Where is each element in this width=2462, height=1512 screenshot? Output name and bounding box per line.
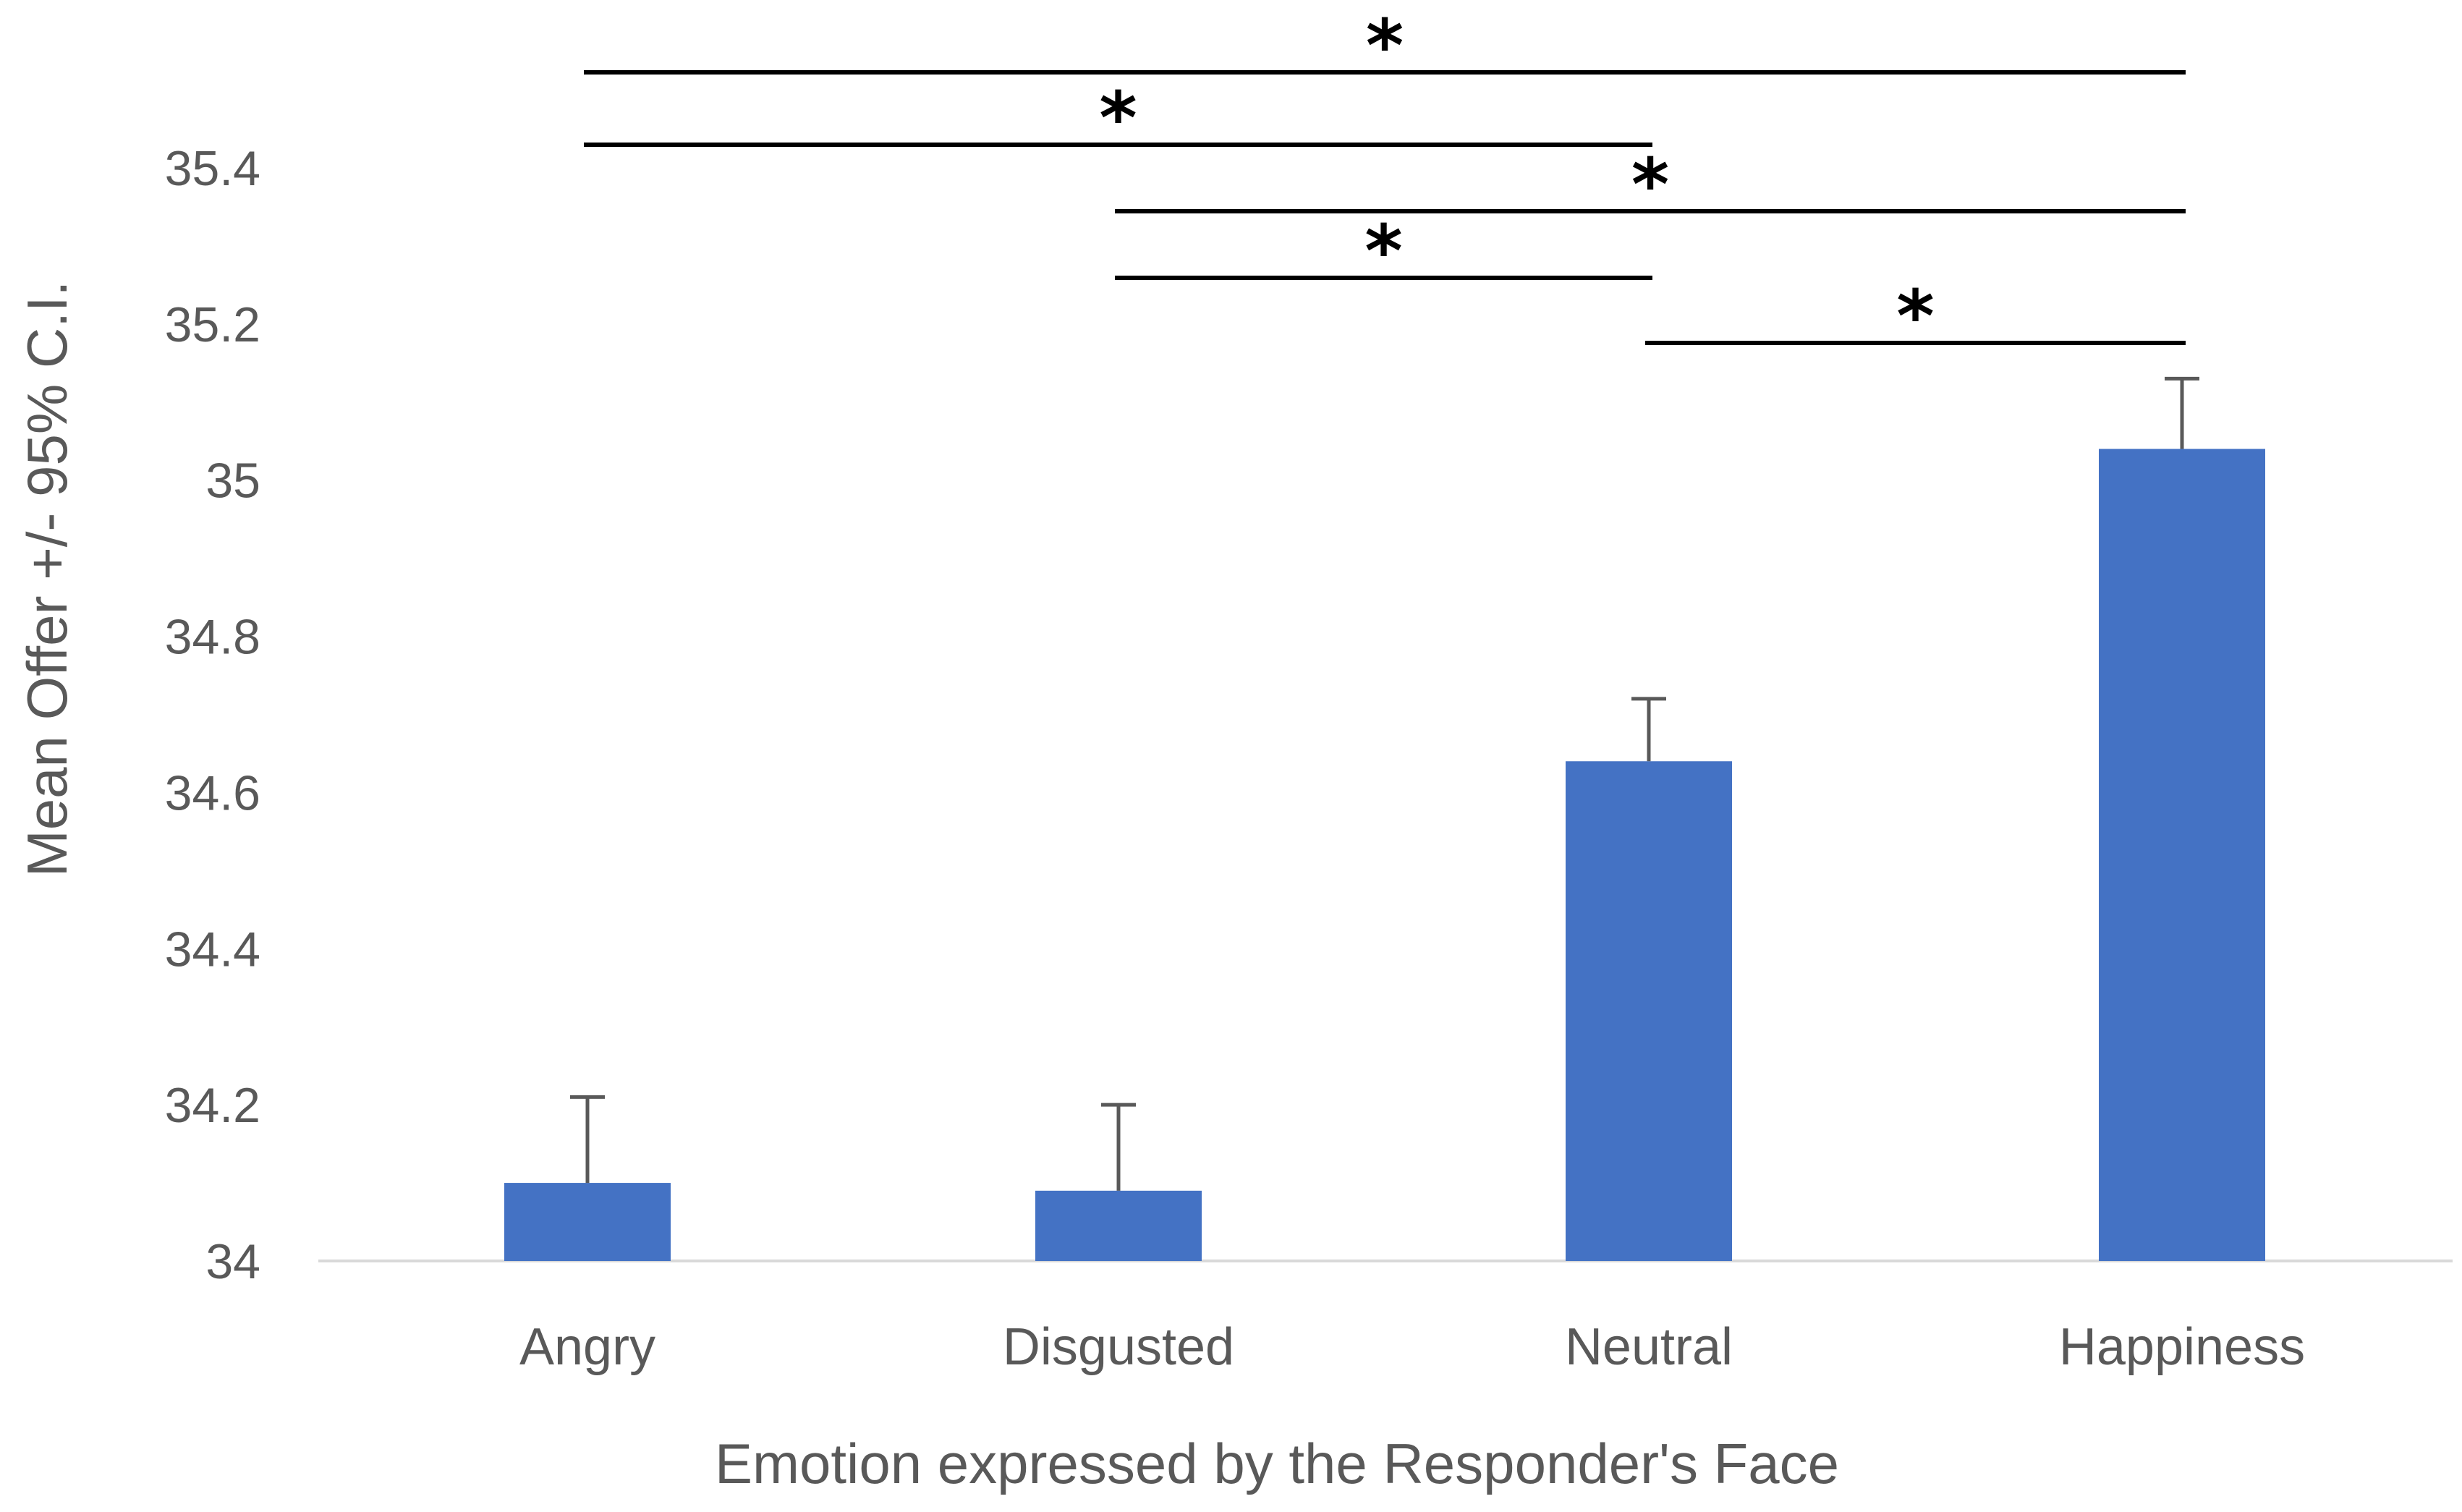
bar-disgusted xyxy=(1035,1190,1202,1261)
x-tick-label-neutral: Neutral xyxy=(1565,1318,1733,1376)
y-tick-label: 34 xyxy=(205,1234,260,1289)
y-axis-title: Mean Offer +/- 95% C.I. xyxy=(15,281,79,877)
x-axis-title: Emotion expressed by the Responder's Fac… xyxy=(715,1432,1839,1495)
bars xyxy=(504,449,2265,1261)
bar-happiness xyxy=(2099,449,2265,1261)
significance-star: * xyxy=(1631,143,1669,227)
y-tick-label: 35.2 xyxy=(165,297,260,352)
significance-star: * xyxy=(1896,274,1934,359)
y-tick-label: 35 xyxy=(205,454,260,509)
x-tick-label-angry: Angry xyxy=(519,1318,655,1376)
y-tick-label: 34.6 xyxy=(165,765,260,820)
significance-brackets: * * * * * xyxy=(584,4,2186,359)
y-tick-label: 34.4 xyxy=(165,922,260,977)
y-tick-label: 34.2 xyxy=(165,1078,260,1133)
significance-star: * xyxy=(1364,209,1402,294)
significance-star: * xyxy=(1099,76,1137,161)
x-tick-label-happiness: Happiness xyxy=(2059,1318,2305,1376)
bar-angry xyxy=(504,1183,671,1261)
y-tick-label: 35.4 xyxy=(165,141,260,196)
y-tick-label: 34.8 xyxy=(165,610,260,665)
x-tick-label-disgusted: Disgusted xyxy=(1003,1318,1234,1376)
significance-star: * xyxy=(1366,4,1404,88)
x-axis-categories: Angry Disgusted Neutral Happiness xyxy=(519,1318,2305,1376)
y-axis-ticks: 34 34.2 34.4 34.6 34.8 35 35.2 35.4 xyxy=(165,141,260,1289)
error-bars xyxy=(570,376,2199,1191)
bar-neutral xyxy=(1566,761,1732,1261)
